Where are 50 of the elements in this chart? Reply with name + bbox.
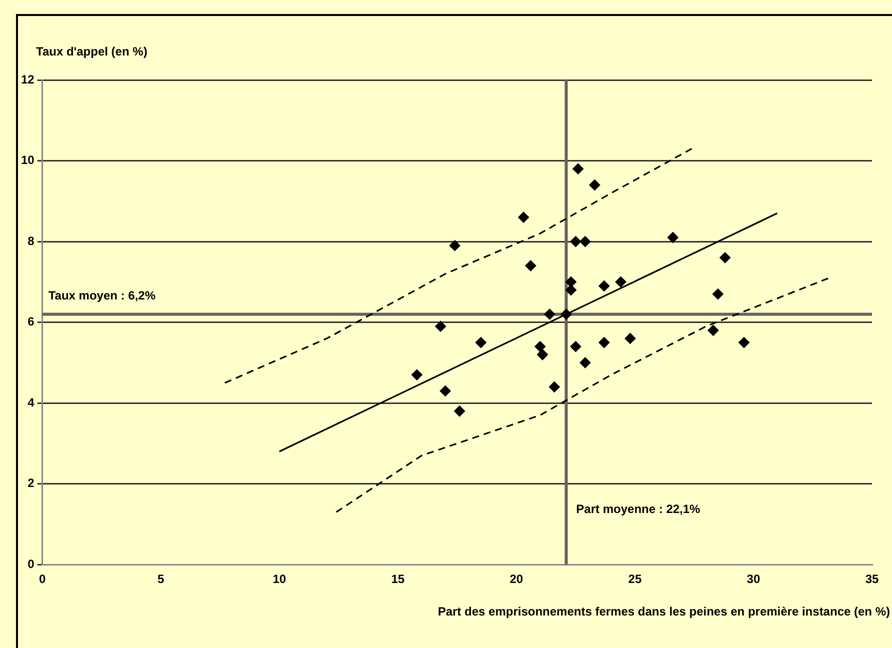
point	[475, 336, 486, 348]
point	[537, 349, 548, 360]
point	[712, 288, 724, 300]
y-tick-label: 0	[28, 556, 35, 571]
line-series	[224, 148, 693, 384]
point	[572, 163, 584, 174]
point	[544, 308, 556, 320]
point	[518, 212, 530, 223]
point	[565, 284, 576, 296]
point	[598, 336, 610, 348]
y-tick-label: 10	[20, 153, 35, 168]
x-tick-label: 5	[158, 572, 165, 586]
point	[667, 232, 678, 243]
y-tick-label: 12	[20, 72, 35, 86]
point	[615, 276, 626, 288]
point	[589, 179, 600, 190]
point	[708, 324, 719, 336]
ref-line-label: Taux moyen : 6,2%	[48, 288, 156, 303]
x-tick-label: 10	[272, 572, 286, 586]
y-axis-title: Taux d'appel (en %)	[36, 44, 148, 58]
x-tick-label: 30	[746, 572, 760, 586]
x-tick-label: 35	[865, 572, 879, 586]
point	[548, 381, 560, 392]
y-tick-label: 2	[28, 476, 35, 490]
point	[560, 308, 572, 320]
x-tick-label: 0	[39, 572, 46, 586]
ref-line-label: Part moyenne : 22,1%	[576, 502, 701, 516]
point	[570, 236, 582, 248]
point	[534, 341, 546, 352]
point	[440, 385, 451, 396]
point	[598, 280, 610, 292]
point	[449, 240, 460, 252]
point	[624, 332, 636, 344]
x-tick-label: 15	[391, 572, 405, 586]
y-tick-label: 6	[28, 314, 35, 329]
y-tick-label: 8	[28, 234, 35, 248]
point	[720, 252, 731, 264]
point	[565, 276, 576, 288]
x-tick-label: 25	[628, 572, 642, 586]
x-axis-title: Part des emprisonnements fermes dans les peines en première instance (en %)	[438, 604, 890, 618]
point	[525, 260, 536, 272]
point	[435, 320, 446, 332]
y-tick-label: 4	[28, 395, 35, 410]
point	[580, 236, 591, 248]
x-tick-label: 20	[510, 572, 524, 586]
point	[411, 369, 422, 380]
point	[454, 406, 466, 417]
point	[738, 336, 750, 348]
point	[580, 357, 591, 368]
point	[570, 341, 582, 352]
